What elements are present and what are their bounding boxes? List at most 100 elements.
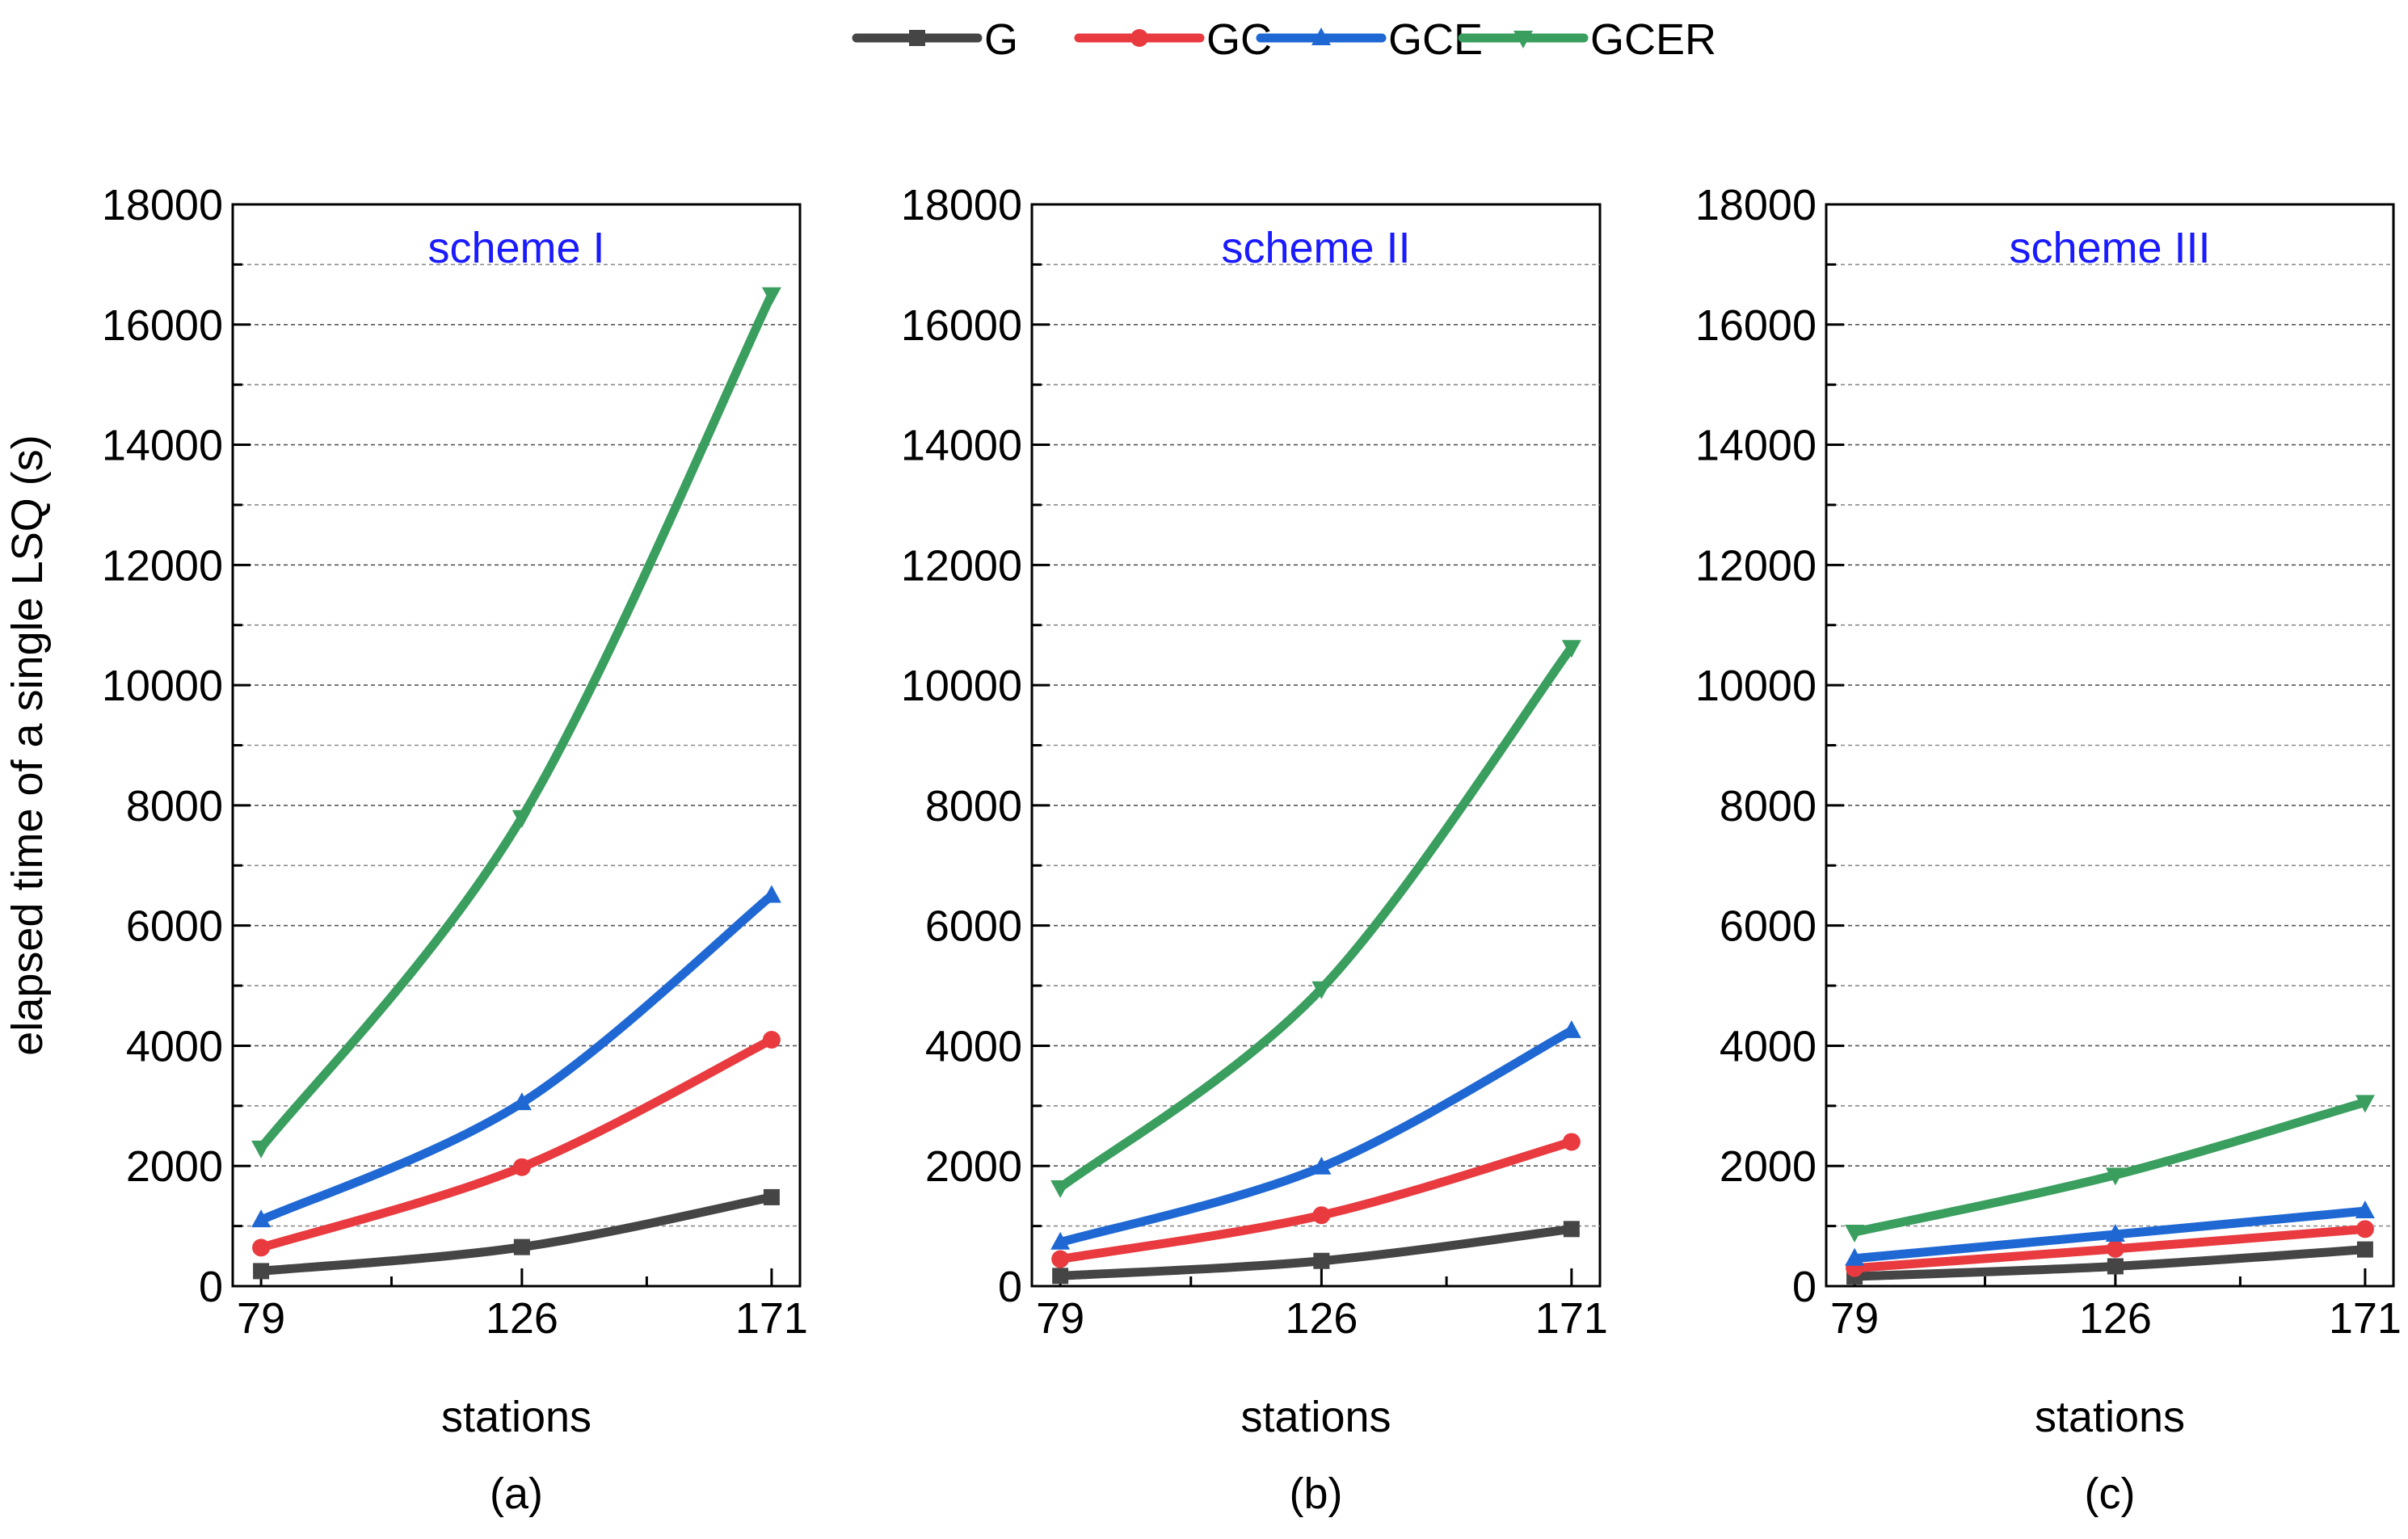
legend-label-gcer: GCER: [1590, 15, 1716, 64]
panel-label: (b): [1290, 1470, 1343, 1518]
x-tick-label: 126: [1285, 1294, 1358, 1343]
data-point-gce: [2355, 1201, 2375, 1219]
panel-title: scheme III: [2009, 224, 2210, 272]
data-point-g: [2356, 1241, 2373, 1258]
y-tick-label: 12000: [102, 541, 223, 590]
x-tick-label: 79: [237, 1294, 285, 1343]
y-tick-label: 2000: [126, 1142, 223, 1191]
legend-item-gce: GCE: [1256, 15, 1483, 64]
data-point-gcer: [2105, 1167, 2125, 1186]
data-point-g: [513, 1238, 530, 1255]
y-tick-label: 8000: [1720, 782, 1817, 830]
data-point-gc: [1312, 1206, 1331, 1225]
series-line-g: [256, 1192, 777, 1276]
series-gc: [1051, 1133, 1581, 1268]
y-tick-label: 14000: [102, 422, 223, 470]
x-axis-label: stations: [441, 1393, 591, 1441]
y-tick-label: 12000: [901, 541, 1022, 590]
x-axis-label: stations: [2035, 1393, 2185, 1441]
series-gce: [1845, 1201, 2375, 1266]
data-point-gc: [252, 1238, 271, 1257]
y-tick-label: 18000: [102, 181, 223, 229]
x-tick-label: 126: [486, 1294, 558, 1343]
y-tick-label: 16000: [102, 301, 223, 350]
series-gcer: [1845, 1095, 2375, 1243]
y-tick-label: 0: [998, 1263, 1022, 1311]
y-tick-label: 6000: [1720, 902, 1817, 951]
y-tick-label: 6000: [925, 902, 1022, 951]
y-tick-label: 16000: [1695, 301, 1817, 350]
series-gc: [252, 1031, 781, 1257]
data-point-gc: [762, 1031, 781, 1049]
series-gce: [251, 885, 781, 1228]
y-tick-label: 14000: [1695, 422, 1817, 470]
y-tick-label: 12000: [1695, 541, 1817, 590]
panel-3: 0 2000 4000 6000 8000 10000 12000 14000 16000 180…: [1695, 181, 2402, 1518]
data-point-gcer: [251, 1140, 272, 1158]
panel-label: (c): [2085, 1470, 2136, 1518]
series-gce: [1050, 1020, 1581, 1250]
data-point-gce: [2105, 1224, 2125, 1243]
data-point-gc: [2355, 1220, 2374, 1238]
data-point-g: [1313, 1252, 1330, 1269]
data-point-g: [763, 1188, 780, 1205]
y-tick-label: 4000: [1720, 1022, 1817, 1070]
data-point-gce: [1845, 1247, 1865, 1266]
y-tick-label: 18000: [901, 181, 1022, 229]
data-point-gce: [1561, 1020, 1581, 1038]
data-point-g: [2107, 1258, 2124, 1275]
legend-marker-gce: [1311, 27, 1331, 45]
y-tick-label: 6000: [126, 902, 223, 951]
y-tick-label: 0: [199, 1263, 223, 1311]
data-point-gc: [1051, 1250, 1070, 1268]
x-tick-label: 79: [1830, 1294, 1879, 1343]
y-tick-label: 10000: [1695, 662, 1817, 710]
panel-title: scheme I: [427, 224, 604, 272]
data-point-gc: [1562, 1133, 1581, 1151]
legend-marker-gc: [1130, 29, 1148, 47]
data-point-gcer: [1845, 1225, 1865, 1243]
legend-item-gc: GC: [1074, 15, 1272, 64]
data-point-gce: [511, 1092, 532, 1111]
y-axis-label: elapsed time of a single LSQ (s): [3, 435, 52, 1055]
x-tick-label: 79: [1036, 1294, 1084, 1343]
y-tick-label: 10000: [102, 662, 223, 710]
x-axis-label: stations: [1240, 1393, 1391, 1441]
y-tick-label: 18000: [1695, 181, 1817, 229]
data-point-gc: [2106, 1239, 2124, 1258]
data-point-gc: [512, 1158, 531, 1176]
series-line-gcer: [256, 290, 777, 1153]
panel-label: (a): [490, 1470, 543, 1518]
y-tick-label: 10000: [901, 662, 1022, 710]
y-tick-label: 2000: [1720, 1142, 1817, 1191]
series-line-gcer: [1850, 1097, 2370, 1237]
panel-2: 0 2000 4000 6000 8000 10000 12000 14000 16000 180…: [901, 181, 1608, 1518]
panel-1: 0 2000 4000 6000 8000 10000 12000 14000 16000 180…: [3, 181, 808, 1518]
y-tick-label: 14000: [901, 422, 1022, 470]
legend-item-gcer: GCER: [1458, 15, 1716, 64]
y-tick-label: 8000: [925, 782, 1022, 830]
panel-title: scheme II: [1221, 224, 1410, 272]
data-point-gce: [1050, 1231, 1071, 1250]
y-tick-label: 8000: [126, 782, 223, 830]
data-point-gcer: [761, 287, 781, 305]
series-g: [1052, 1221, 1580, 1285]
series-gcer: [1050, 640, 1581, 1199]
x-tick-label: 171: [735, 1294, 808, 1343]
y-tick-label: 0: [1792, 1263, 1817, 1311]
data-point-gce: [1311, 1156, 1332, 1175]
x-tick-label: 171: [1535, 1294, 1608, 1343]
data-point-gcer: [511, 809, 532, 828]
data-point-g: [253, 1263, 270, 1280]
legend-marker-gcer: [1513, 31, 1533, 48]
y-tick-label: 16000: [901, 301, 1022, 350]
data-point-gcer: [1311, 981, 1332, 999]
legend-item-g: G: [852, 15, 1018, 64]
data-point-gce: [761, 885, 781, 903]
y-tick-label: 2000: [925, 1142, 1022, 1191]
series-g: [253, 1188, 780, 1280]
data-point-gcer: [1050, 1180, 1071, 1199]
y-tick-label: 4000: [925, 1022, 1022, 1070]
data-point-gcer: [2355, 1095, 2375, 1113]
